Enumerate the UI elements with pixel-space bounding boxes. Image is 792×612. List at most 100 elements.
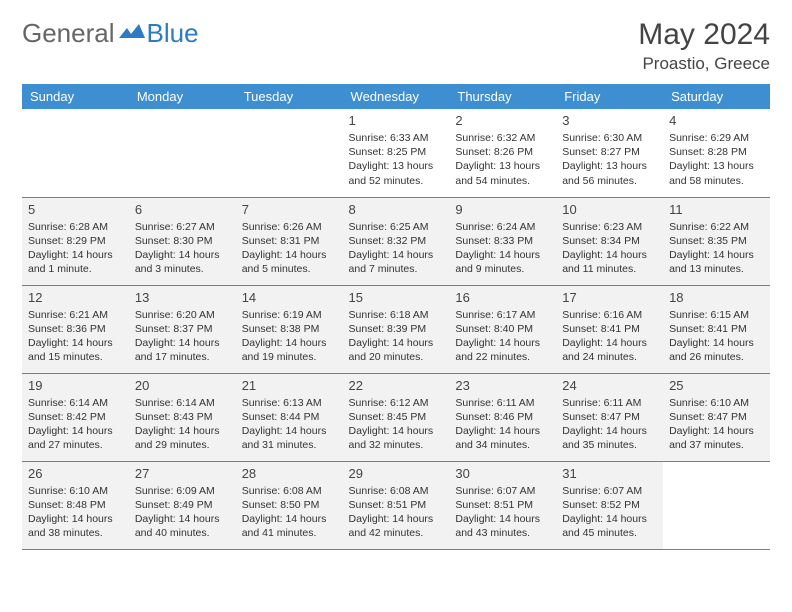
sunset-text: Sunset: 8:46 PM [455,410,550,424]
sunrise-text: Sunrise: 6:27 AM [135,220,230,234]
sunset-text: Sunset: 8:29 PM [28,234,123,248]
day-info: Sunrise: 6:10 AMSunset: 8:48 PMDaylight:… [28,484,123,541]
day-info: Sunrise: 6:09 AMSunset: 8:49 PMDaylight:… [135,484,230,541]
day-info: Sunrise: 6:10 AMSunset: 8:47 PMDaylight:… [669,396,764,453]
day-number: 21 [242,378,337,393]
sunrise-text: Sunrise: 6:08 AM [349,484,444,498]
header: General Blue May 2024 Proastio, Greece [22,18,770,74]
day-number: 5 [28,202,123,217]
sunset-text: Sunset: 8:48 PM [28,498,123,512]
calendar-cell: 23Sunrise: 6:11 AMSunset: 8:46 PMDayligh… [449,373,556,461]
sunset-text: Sunset: 8:45 PM [349,410,444,424]
calendar-cell: 17Sunrise: 6:16 AMSunset: 8:41 PMDayligh… [556,285,663,373]
sunset-text: Sunset: 8:27 PM [562,145,657,159]
daylight-text: Daylight: 14 hours and 11 minutes. [562,248,657,276]
calendar-cell: 21Sunrise: 6:13 AMSunset: 8:44 PMDayligh… [236,373,343,461]
sunrise-text: Sunrise: 6:11 AM [562,396,657,410]
day-info: Sunrise: 6:24 AMSunset: 8:33 PMDaylight:… [455,220,550,277]
sunset-text: Sunset: 8:28 PM [669,145,764,159]
calendar-cell: 6Sunrise: 6:27 AMSunset: 8:30 PMDaylight… [129,197,236,285]
daylight-text: Daylight: 14 hours and 19 minutes. [242,336,337,364]
calendar-cell: 16Sunrise: 6:17 AMSunset: 8:40 PMDayligh… [449,285,556,373]
sunrise-text: Sunrise: 6:08 AM [242,484,337,498]
calendar-cell [663,461,770,549]
daylight-text: Daylight: 14 hours and 29 minutes. [135,424,230,452]
day-number: 20 [135,378,230,393]
sunset-text: Sunset: 8:51 PM [455,498,550,512]
sunrise-text: Sunrise: 6:21 AM [28,308,123,322]
day-info: Sunrise: 6:28 AMSunset: 8:29 PMDaylight:… [28,220,123,277]
sunrise-text: Sunrise: 6:09 AM [135,484,230,498]
day-info: Sunrise: 6:15 AMSunset: 8:41 PMDaylight:… [669,308,764,365]
sunset-text: Sunset: 8:47 PM [669,410,764,424]
day-number: 11 [669,202,764,217]
day-header: Wednesday [343,84,450,109]
sunset-text: Sunset: 8:52 PM [562,498,657,512]
calendar-cell: 26Sunrise: 6:10 AMSunset: 8:48 PMDayligh… [22,461,129,549]
daylight-text: Daylight: 14 hours and 7 minutes. [349,248,444,276]
sunrise-text: Sunrise: 6:33 AM [349,131,444,145]
calendar-cell: 9 Sunrise: 6:24 AMSunset: 8:33 PMDaylight… [449,197,556,285]
wave-icon [119,18,145,49]
daylight-text: Daylight: 14 hours and 22 minutes. [455,336,550,364]
sunrise-text: Sunrise: 6:30 AM [562,131,657,145]
day-number: 10 [562,202,657,217]
sunrise-text: Sunrise: 6:32 AM [455,131,550,145]
daylight-text: Daylight: 14 hours and 1 minute. [28,248,123,276]
calendar-cell: 24 Sunrise: 6:11 AMSunset: 8:47 PMDayligh… [556,373,663,461]
daylight-text: Daylight: 14 hours and 24 minutes. [562,336,657,364]
daylight-text: Daylight: 14 hours and 45 minutes. [562,512,657,540]
daylight-text: Daylight: 14 hours and 5 minutes. [242,248,337,276]
daylight-text: Daylight: 14 hours and 20 minutes. [349,336,444,364]
sunrise-text: Sunrise: 6:13 AM [242,396,337,410]
calendar-cell: 5 Sunrise: 6:28 AMSunset: 8:29 PMDaylight… [22,197,129,285]
sunrise-text: Sunrise: 6:10 AM [669,396,764,410]
day-number: 2 [455,113,550,128]
day-number: 8 [349,202,444,217]
sunrise-text: Sunrise: 6:10 AM [28,484,123,498]
sunset-text: Sunset: 8:34 PM [562,234,657,248]
sunset-text: Sunset: 8:31 PM [242,234,337,248]
sunrise-text: Sunrise: 6:25 AM [349,220,444,234]
calendar-cell: 13Sunrise: 6:20 AMSunset: 8:37 PMDayligh… [129,285,236,373]
calendar-cell: 14 Sunrise: 6:19 AMSunset: 8:38 PMDayligh… [236,285,343,373]
day-header-row: Sunday Monday Tuesday Wednesday Thursday… [22,84,770,109]
calendar-cell: 12Sunrise: 6:21 AMSunset: 8:36 PMDayligh… [22,285,129,373]
day-info: Sunrise: 6:32 AMSunset: 8:26 PMDaylight:… [455,131,550,188]
day-info: Sunrise: 6:26 AMSunset: 8:31 PMDaylight:… [242,220,337,277]
calendar-table: Sunday Monday Tuesday Wednesday Thursday… [22,84,770,550]
day-number: 24 [562,378,657,393]
day-number: 4 [669,113,764,128]
sunset-text: Sunset: 8:37 PM [135,322,230,336]
daylight-text: Daylight: 14 hours and 38 minutes. [28,512,123,540]
day-info: Sunrise: 6:18 AMSunset: 8:39 PMDaylight:… [349,308,444,365]
day-number: 30 [455,466,550,481]
sunrise-text: Sunrise: 6:28 AM [28,220,123,234]
day-info: Sunrise: 6:19 AMSunset: 8:38 PMDaylight:… [242,308,337,365]
sunset-text: Sunset: 8:47 PM [562,410,657,424]
day-number: 14 [242,290,337,305]
sunrise-text: Sunrise: 6:18 AM [349,308,444,322]
sunrise-text: Sunrise: 6:07 AM [562,484,657,498]
daylight-text: Daylight: 14 hours and 41 minutes. [242,512,337,540]
calendar-week: 19Sunrise: 6:14 AMSunset: 8:42 PMDayligh… [22,373,770,461]
sunrise-text: Sunrise: 6:29 AM [669,131,764,145]
sunset-text: Sunset: 8:40 PM [455,322,550,336]
day-number: 9 [455,202,550,217]
day-number: 23 [455,378,550,393]
day-number: 7 [242,202,337,217]
sunrise-text: Sunrise: 6:07 AM [455,484,550,498]
daylight-text: Daylight: 14 hours and 27 minutes. [28,424,123,452]
day-number: 19 [28,378,123,393]
day-info: Sunrise: 6:08 AMSunset: 8:51 PMDaylight:… [349,484,444,541]
sunrise-text: Sunrise: 6:23 AM [562,220,657,234]
daylight-text: Daylight: 14 hours and 9 minutes. [455,248,550,276]
calendar-cell: 7 Sunrise: 6:26 AMSunset: 8:31 PMDaylight… [236,197,343,285]
day-number: 17 [562,290,657,305]
daylight-text: Daylight: 14 hours and 35 minutes. [562,424,657,452]
calendar-cell [129,109,236,197]
sunset-text: Sunset: 8:50 PM [242,498,337,512]
calendar-week: 26Sunrise: 6:10 AMSunset: 8:48 PMDayligh… [22,461,770,549]
daylight-text: Daylight: 14 hours and 3 minutes. [135,248,230,276]
day-info: Sunrise: 6:14 AMSunset: 8:43 PMDaylight:… [135,396,230,453]
